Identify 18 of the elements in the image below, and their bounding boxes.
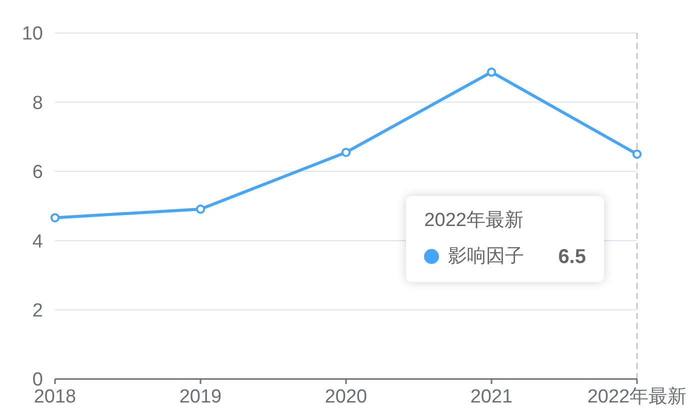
annotation: 6.5 [558,246,586,268]
point [632,150,642,159]
y-tick-label: 4 [32,231,44,252]
annotation: 2022年最新 [424,210,524,231]
y-tick-label: 8 [32,92,43,114]
y-tick-label: 6 [32,162,43,184]
point [50,213,60,222]
x-tick-label: 2022年最新 [587,385,687,408]
x-tick-label: 2020 [324,386,368,408]
point [196,204,206,214]
y-tick-label: 10 [22,24,43,45]
x-tick-label: 2021 [470,386,513,408]
point [341,148,351,157]
y-tick-label: 2 [32,300,43,322]
x-tick-label: 2019 [179,386,222,408]
point [486,68,496,77]
legend-label: 影响因子 [448,246,524,267]
x-tick-label: 2018 [34,386,76,408]
